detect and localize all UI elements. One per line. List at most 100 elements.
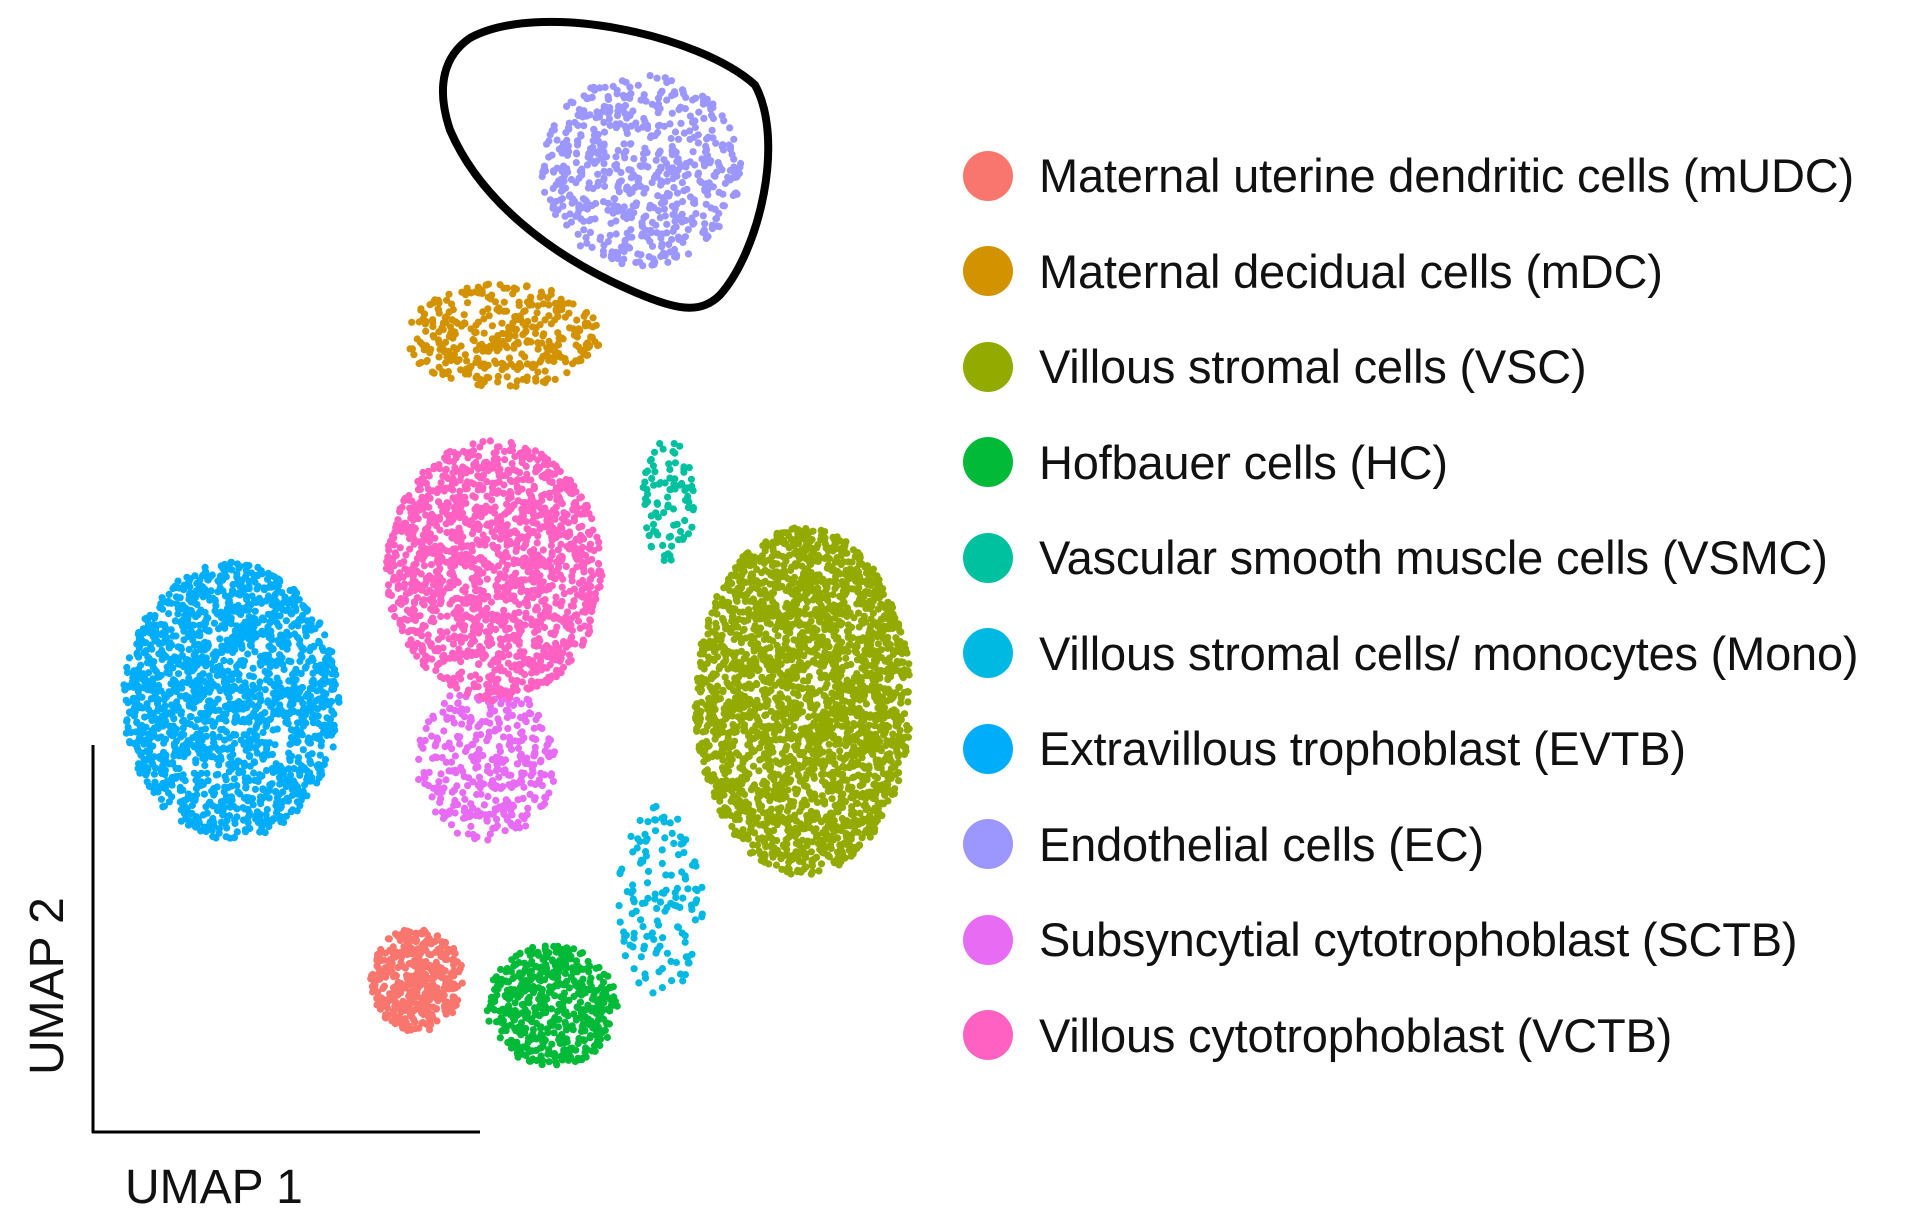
point-mono	[637, 953, 645, 961]
point-mdc	[428, 368, 436, 376]
point-vsc	[796, 527, 804, 536]
point-vsc	[794, 848, 802, 856]
point-vsmc	[666, 532, 675, 541]
point-vsc	[827, 809, 835, 817]
point-vsc	[825, 740, 833, 748]
point-mdc	[480, 315, 488, 323]
point-vsc	[713, 593, 721, 601]
point-hc	[552, 981, 561, 989]
point-vsc	[877, 764, 885, 772]
point-mudc	[397, 989, 405, 997]
point-vsc	[755, 645, 764, 653]
point-vsc	[808, 685, 816, 693]
point-hc	[575, 1036, 583, 1044]
point-mono	[633, 844, 641, 852]
point-vsc	[767, 773, 775, 781]
point-vsc	[814, 584, 822, 592]
point-mdc	[449, 306, 457, 314]
point-vsc	[774, 771, 782, 779]
point-vsc	[739, 759, 747, 767]
point-vsmc	[665, 460, 673, 468]
point-hc	[539, 1057, 547, 1065]
point-mono	[635, 979, 643, 987]
point-mdc	[521, 353, 529, 361]
point-vsc	[744, 741, 752, 749]
point-vsc	[744, 835, 752, 843]
point-mdc	[422, 317, 430, 325]
point-mono	[680, 849, 688, 857]
point-vsc	[813, 557, 821, 565]
point-vsc	[774, 812, 782, 821]
point-vsc	[777, 701, 785, 710]
point-hc	[496, 1007, 504, 1015]
point-mudc	[428, 966, 436, 975]
point-mono	[651, 816, 660, 824]
point-vsc	[799, 546, 807, 554]
point-vsc	[724, 806, 732, 815]
point-vsc	[802, 538, 811, 546]
point-vsc	[872, 653, 880, 661]
point-mono	[653, 946, 662, 954]
point-vsmc	[674, 536, 683, 544]
point-evtb	[137, 661, 145, 669]
point-vsc	[769, 672, 777, 680]
point-mdc	[536, 293, 544, 301]
point-vsc	[847, 852, 855, 860]
point-mono	[661, 907, 669, 915]
point-vsc	[874, 756, 882, 765]
point-vsc	[852, 761, 861, 769]
point-mdc	[472, 328, 480, 336]
point-mono	[632, 907, 640, 915]
point-vsc	[699, 748, 707, 756]
point-vsc	[761, 737, 770, 745]
point-vsc	[856, 841, 864, 850]
point-mono	[679, 977, 687, 985]
point-mdc	[553, 352, 562, 360]
point-mdc	[557, 295, 565, 303]
point-vsc	[794, 772, 803, 780]
point-mdc	[555, 334, 563, 342]
point-vsc	[739, 765, 747, 773]
point-hc	[555, 968, 563, 976]
point-hc	[603, 1019, 611, 1027]
point-vsc	[765, 556, 773, 564]
point-hc	[561, 969, 569, 978]
point-mono	[648, 929, 657, 937]
point-mdc	[441, 313, 449, 322]
point-vsc	[850, 674, 859, 682]
point-vsc	[834, 642, 842, 651]
point-vsc	[829, 591, 837, 599]
point-mdc	[408, 318, 416, 326]
point-mudc	[442, 980, 450, 988]
point-vsc	[820, 708, 828, 716]
point-vsc	[761, 751, 769, 759]
point-vsc	[743, 591, 751, 599]
point-mono	[660, 889, 668, 897]
point-vsc	[865, 575, 873, 583]
point-hc	[548, 973, 557, 981]
point-vsc	[855, 623, 863, 631]
point-vsc	[763, 725, 772, 733]
point-vsc	[821, 835, 829, 843]
point-vsc	[789, 755, 798, 764]
point-mono	[658, 846, 666, 854]
point-mudc	[448, 969, 456, 977]
point-hc	[504, 1004, 512, 1012]
point-hc	[562, 960, 570, 968]
point-mono	[615, 902, 623, 910]
point-mono	[623, 888, 631, 896]
point-hc	[524, 985, 532, 993]
point-hc	[593, 987, 601, 995]
point-mono	[644, 867, 653, 876]
point-evtb	[269, 726, 277, 734]
point-vsmc	[641, 478, 649, 486]
point-hc	[539, 955, 547, 964]
point-vsc	[895, 732, 903, 740]
point-mdc	[460, 311, 468, 319]
point-mono	[641, 899, 649, 907]
point-mudc	[392, 1019, 400, 1027]
point-mdc	[576, 326, 584, 334]
point-mono	[642, 848, 650, 856]
point-vsc	[729, 721, 737, 729]
point-mudc	[432, 948, 440, 956]
